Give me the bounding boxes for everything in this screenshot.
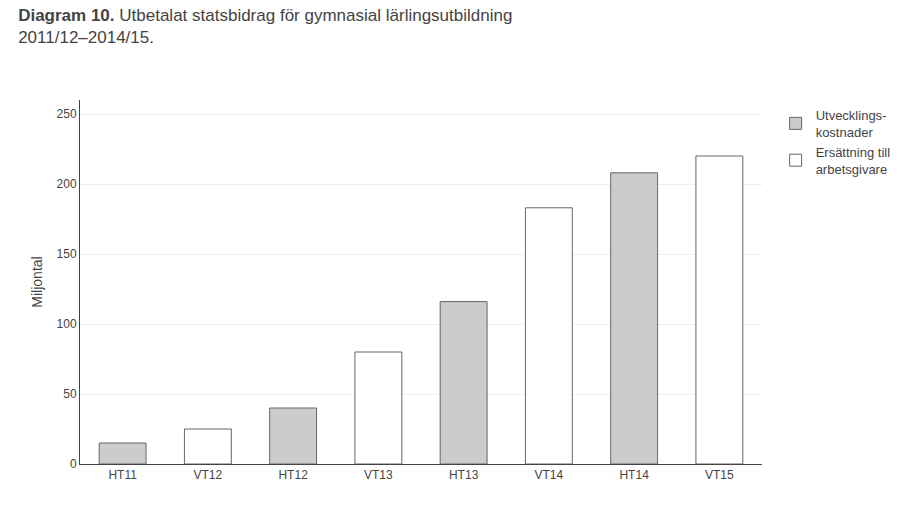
svg-text:250: 250 bbox=[57, 107, 77, 121]
svg-text:100: 100 bbox=[57, 317, 77, 331]
svg-text:0: 0 bbox=[70, 457, 77, 471]
svg-text:200: 200 bbox=[57, 177, 77, 191]
svg-text:50: 50 bbox=[63, 387, 77, 401]
svg-text:HT13: HT13 bbox=[449, 468, 479, 482]
svg-text:HT12: HT12 bbox=[278, 468, 308, 482]
svg-text:VT15: VT15 bbox=[705, 468, 734, 482]
svg-text:Utvecklings-kostnader: Utvecklings-kostnader bbox=[816, 108, 887, 140]
svg-text:Ersättning tillarbetsgivare: Ersättning tillarbetsgivare bbox=[816, 145, 891, 177]
svg-text:HT11: HT11 bbox=[108, 468, 137, 482]
svg-text:VT14: VT14 bbox=[535, 468, 564, 482]
svg-text:VT13: VT13 bbox=[364, 468, 393, 482]
svg-text:150: 150 bbox=[57, 247, 77, 261]
svg-text:VT12: VT12 bbox=[194, 468, 223, 482]
svg-text:HT14: HT14 bbox=[619, 468, 649, 482]
svg-text:Miljontal: Miljontal bbox=[29, 256, 45, 307]
svg-text:Diagram 10. Utbetalat statsbid: Diagram 10. Utbetalat statsbidrag för gy… bbox=[18, 6, 512, 47]
